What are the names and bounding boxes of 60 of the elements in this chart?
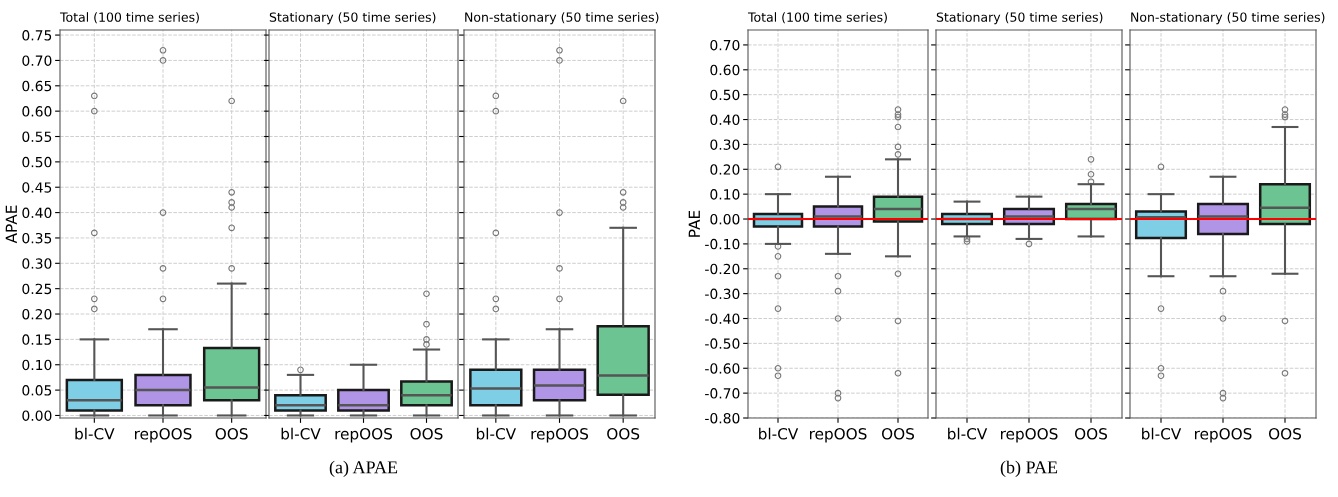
y-tick-label: 0.15 <box>22 334 52 345</box>
x-tick-label: OOS <box>410 427 443 440</box>
x-tick-label: repOOS <box>1000 427 1058 443</box>
y-tick-label: 0.10 <box>22 359 52 371</box>
x-tick-label: bl-CV <box>281 427 321 440</box>
x-tick-label: repOOS <box>335 427 393 443</box>
y-tick-label: 0.70 <box>22 55 52 66</box>
y-axis-title: APAE <box>5 205 17 244</box>
y-tick-label: 0.60 <box>710 64 740 76</box>
y-tick-label: 0.50 <box>710 89 740 101</box>
y-tick-label: 0.65 <box>22 80 52 92</box>
y-tick-label: -0.10 <box>705 238 740 250</box>
x-tick-label: repOOS <box>134 427 192 443</box>
y-tick-label: 0.70 <box>710 39 740 51</box>
y-tick-label: 0.20 <box>22 308 52 320</box>
y-tick-label: -0.60 <box>705 363 740 374</box>
y-tick-label: 0.35 <box>22 232 52 244</box>
chart-title: Non-stationary (50 time series) <box>465 12 659 25</box>
y-tick-label: 0.40 <box>710 114 740 126</box>
y-tick-label: 0.25 <box>22 283 52 295</box>
y-tick-label: 0.55 <box>22 131 52 142</box>
text: (a) APAE <box>329 460 398 478</box>
text: (b) PAE <box>1000 460 1058 478</box>
y-axis-title: PAE <box>688 210 700 237</box>
x-tick-label: OOS <box>1268 427 1302 440</box>
y-tick-label: -0.70 <box>705 388 740 399</box>
x-tick-label: repOOS <box>1194 427 1252 443</box>
x-tick-label: bl-CV <box>476 427 516 440</box>
x-tick-label: OOS <box>607 427 640 440</box>
chart-title: Stationary (50 time series) <box>269 12 436 25</box>
y-tick-label: 0.60 <box>22 106 52 117</box>
y-tick-label: 0.00 <box>22 410 52 421</box>
y-tick-label: 0.75 <box>22 30 52 41</box>
y-tick-label: 0.20 <box>710 164 740 175</box>
y-tick-label: 0.45 <box>22 182 52 193</box>
y-tick-label: -0.40 <box>705 313 740 324</box>
y-tick-label: -0.80 <box>705 412 740 424</box>
y-tick-label: 0.00 <box>710 213 740 225</box>
y-tick-label: -0.20 <box>705 263 740 275</box>
y-tick-label: 0.10 <box>710 189 740 200</box>
x-tick-label: repOOS <box>531 427 589 443</box>
y-tick-label: 0.30 <box>710 139 740 150</box>
x-tick-label: repOOS <box>809 427 867 443</box>
chart-title: Total (100 time series) <box>747 12 887 24</box>
x-tick-label: OOS <box>1074 427 1108 440</box>
x-tick-label: bl-CV <box>75 427 115 440</box>
x-tick-label: bl-CV <box>948 427 988 440</box>
chart-title: Total (100 time series) <box>59 12 199 24</box>
y-tick-label: -0.30 <box>705 288 740 300</box>
y-tick-label: 0.05 <box>22 385 52 396</box>
x-tick-label: OOS <box>881 427 915 440</box>
y-tick-label: 0.30 <box>22 258 52 269</box>
x-tick-label: bl-CV <box>1142 427 1182 440</box>
chart-title: Non-stationary (50 time series) <box>1131 12 1325 25</box>
x-tick-label: OOS <box>215 427 248 440</box>
x-tick-label: bl-CV <box>759 427 799 440</box>
y-tick-label: 0.40 <box>22 207 52 219</box>
chart-title: Stationary (50 time series) <box>936 12 1103 25</box>
y-tick-label: 0.50 <box>22 156 52 168</box>
y-tick-label: -0.50 <box>705 338 740 349</box>
